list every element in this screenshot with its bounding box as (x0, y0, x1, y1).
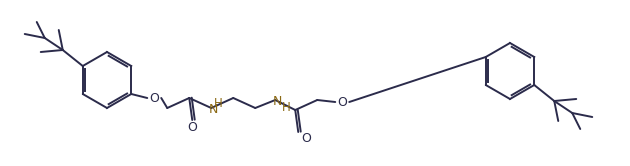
Text: H: H (214, 96, 222, 110)
Text: N: N (209, 102, 218, 116)
Text: O: O (187, 121, 197, 133)
Text: O: O (301, 131, 311, 144)
Text: N: N (273, 94, 282, 108)
Text: H: H (282, 100, 290, 114)
Text: O: O (149, 91, 159, 105)
Text: O: O (337, 95, 347, 109)
